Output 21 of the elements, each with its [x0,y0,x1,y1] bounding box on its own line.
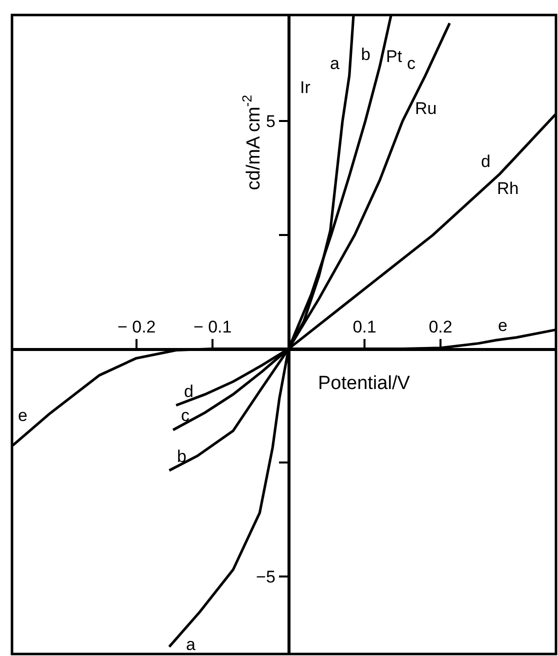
series-label: c [181,406,190,425]
x-axis-title: Potential/V [318,373,410,394]
x-tick-label: 0.1 [352,317,376,336]
text: e [18,406,28,425]
annotation: Pt [386,47,402,66]
text: a [330,54,340,73]
annotation: Rh [497,179,519,198]
series-label: b [177,447,186,466]
x-tick-label: − 0.1 [193,317,232,336]
y-tick-label: 5 [266,112,276,132]
text: d [481,152,490,171]
series-label: e [498,316,508,335]
x-tick-label: − 0.2 [117,317,156,336]
annotation: Ru [415,99,437,118]
y-tick-label: −5 [256,568,276,587]
annotation: Ir [300,78,311,97]
series-label: d [184,382,194,401]
text: b [361,45,370,64]
series-label: a [186,635,196,654]
x-tick-label: 0.2 [428,317,452,336]
text: c [407,54,416,73]
